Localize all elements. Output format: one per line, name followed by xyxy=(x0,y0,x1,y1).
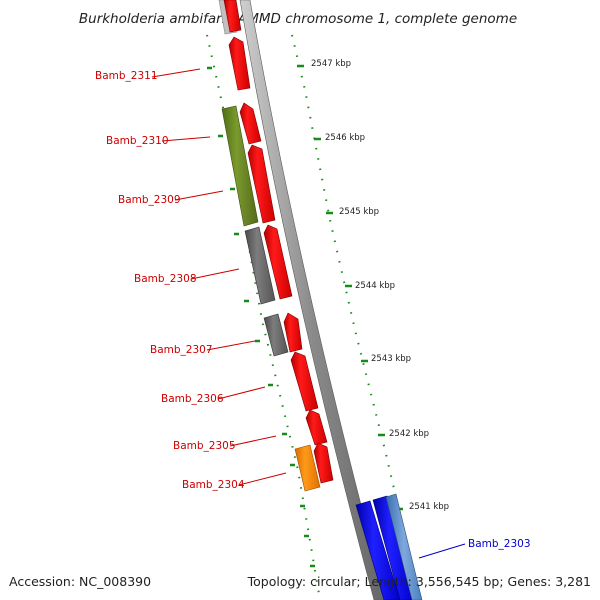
gene-arrow-bamb2310[interactable] xyxy=(239,102,262,145)
left-major-ticks xyxy=(207,66,315,568)
tick-label-2542: 2542 kbp xyxy=(389,429,429,439)
accession-text: Accession: NC_008390 xyxy=(9,574,151,589)
gene-arrow-bamb2304[interactable] xyxy=(313,442,334,484)
gene-bar-bamb2303-steel[interactable] xyxy=(385,493,423,600)
gene-arrow-bamb2307[interactable] xyxy=(283,312,303,353)
gene-label-bamb2307[interactable]: Bamb_2307 xyxy=(150,344,213,356)
gene-bar-bamb2303-blue-a[interactable] xyxy=(355,500,401,600)
gene-label-bamb2306[interactable]: Bamb_2306 xyxy=(161,393,224,405)
gene-bar-bamb2304-orange[interactable] xyxy=(294,444,321,492)
gene-arrow-bamb2306[interactable] xyxy=(290,351,319,412)
gene-label-bamb2308[interactable]: Bamb_2308 xyxy=(134,273,197,285)
tick-label-2545: 2545 kbp xyxy=(339,207,379,217)
gene-label-bamb2311[interactable]: Bamb_2311 xyxy=(95,70,158,82)
tick-label-2543: 2543 kbp xyxy=(371,354,411,364)
tick-label-2541: 2541 kbp xyxy=(409,502,449,512)
tick-label-2546: 2546 kbp xyxy=(325,133,365,143)
gene-bar-bamb2307-gray[interactable] xyxy=(263,313,289,357)
gene-label-bamb2309[interactable]: Bamb_2309 xyxy=(118,194,181,206)
gene-arrow-bamb2305[interactable] xyxy=(305,409,328,446)
gene-arrow-bamb2308[interactable] xyxy=(263,224,293,300)
gene-leader-lines xyxy=(151,68,287,486)
gene-label-bamb2305[interactable]: Bamb_2305 xyxy=(173,440,236,452)
chromosome-backbone xyxy=(239,0,387,600)
gene-bar-bamb2308-gray[interactable] xyxy=(244,226,276,305)
gene-bar-bamb2303-blue-b[interactable] xyxy=(372,495,415,600)
leader-line-bamb2303 xyxy=(418,543,466,559)
map-title: Burkholderia ambifaria AMMD chromosome 1… xyxy=(79,11,517,27)
gene-label-bamb2303[interactable]: Bamb_2303 xyxy=(468,538,531,550)
gene-label-bamb2304[interactable]: Bamb_2304 xyxy=(182,479,245,491)
gene-arrow-top[interactable] xyxy=(223,0,242,33)
gene-arrow-bamb2311[interactable] xyxy=(228,36,251,91)
summary-text: Topology: circular; Length: 3,556,545 bp… xyxy=(247,574,591,589)
tick-label-2547: 2547 kbp xyxy=(311,59,351,69)
forward-strand-genes xyxy=(223,0,334,484)
gene-label-bamb2310[interactable]: Bamb_2310 xyxy=(106,135,169,147)
gene-bar-bamb2310-green[interactable] xyxy=(221,105,259,227)
gene-arrow-bamb2309[interactable] xyxy=(247,144,276,224)
tick-label-2544: 2544 kbp xyxy=(355,281,395,291)
